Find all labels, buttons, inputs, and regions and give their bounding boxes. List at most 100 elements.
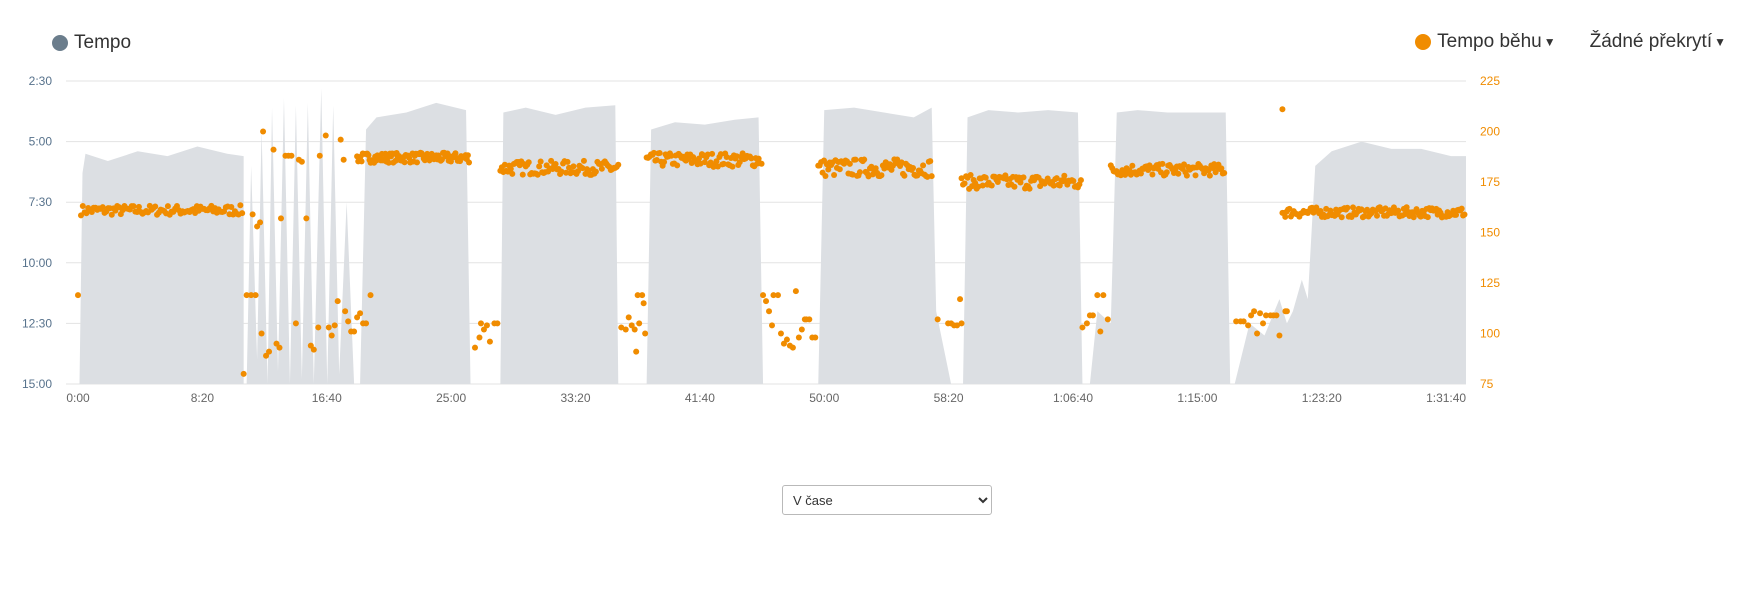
scatter-point	[1273, 312, 1280, 319]
scatter-point	[1077, 177, 1084, 184]
scatter-point	[331, 322, 338, 329]
scatter-point	[625, 314, 632, 321]
scatter-point	[1159, 160, 1166, 167]
scatter-point	[580, 157, 587, 164]
y-right-tick-label: 225	[1480, 74, 1500, 88]
scatter-point	[927, 158, 934, 165]
x-tick-label: 16:40	[312, 391, 342, 405]
scatter-point	[748, 155, 755, 162]
scatter-point	[252, 292, 259, 299]
scatter-point	[758, 160, 765, 167]
x-tick-label: 33:20	[560, 391, 590, 405]
scatter-point	[477, 320, 484, 327]
scatter-point	[633, 348, 640, 355]
x-tick-label: 41:40	[685, 391, 715, 405]
x-tick-label: 25:00	[436, 391, 466, 405]
view-select[interactable]: V čase	[782, 485, 992, 515]
scatter-point	[894, 156, 901, 163]
scatter-point	[1163, 169, 1170, 176]
scatter-point	[288, 152, 295, 159]
scatter-point	[358, 158, 365, 165]
scatter-point	[1260, 320, 1267, 327]
scatter-point	[861, 156, 868, 163]
scatter-point	[79, 203, 86, 210]
scatter-point	[1212, 169, 1219, 176]
scatter-point	[770, 292, 777, 299]
scatter-point	[298, 158, 305, 165]
tempo-area-series	[79, 88, 1466, 385]
scatter-point	[563, 169, 570, 176]
x-tick-label: 58:20	[934, 391, 964, 405]
scatter-point	[564, 158, 571, 165]
scatter-point	[1050, 182, 1057, 189]
scatter-point	[1403, 204, 1410, 211]
scatter-point	[464, 152, 471, 159]
scatter-point	[237, 202, 244, 209]
scatter-point	[831, 172, 838, 179]
scatter-point	[1344, 204, 1351, 211]
scatter-point	[240, 370, 247, 377]
scatter-point	[367, 292, 374, 299]
scatter-point	[258, 330, 265, 337]
overlay-dropdown[interactable]: Žádné překrytí ▼	[1590, 31, 1726, 53]
scatter-point	[351, 328, 358, 335]
scatter-point	[536, 163, 543, 170]
scatter-point	[99, 204, 106, 211]
scatter-point	[769, 322, 775, 329]
y-left-tick-label: 2:30	[29, 74, 53, 88]
scatter-point	[958, 320, 965, 327]
scatter-point	[1233, 318, 1240, 325]
scatter-point	[901, 172, 908, 179]
scatter-point	[130, 203, 137, 210]
scatter-point	[1257, 310, 1264, 317]
scatter-point	[878, 172, 885, 179]
scatter-point	[812, 334, 819, 341]
scatter-point	[825, 166, 832, 173]
scatter-point	[579, 165, 586, 172]
scatter-point	[1094, 292, 1101, 299]
scatter-point	[798, 326, 805, 333]
scatter-point	[763, 298, 770, 305]
scatter-point	[736, 159, 743, 166]
scatter-point	[337, 136, 344, 143]
scatter-point	[315, 324, 322, 331]
scatter-point	[1395, 207, 1402, 214]
scatter-point	[656, 150, 663, 157]
scatter-point	[345, 318, 352, 325]
scatter-point	[598, 165, 605, 172]
scatter-point	[674, 162, 681, 169]
scatter-point	[1053, 175, 1060, 182]
y-left-tick-label: 5:00	[29, 135, 53, 149]
scatter-point	[739, 150, 746, 157]
axes: 2:30 5:00 7:30 10:00 12:30 15:00 225 200 175 150 1…	[22, 74, 1500, 405]
tempo-area-segment	[360, 102, 471, 384]
x-tick-label: 50:00	[809, 391, 839, 405]
scatter-point	[1104, 316, 1111, 323]
scatter-point	[303, 215, 310, 222]
scatter-point	[1129, 162, 1136, 169]
y-right-tick-label: 75	[1480, 377, 1494, 391]
legend-tempo[interactable]: Tempo	[52, 32, 131, 54]
scatter-point	[1205, 167, 1212, 174]
scatter-point	[920, 162, 927, 169]
scatter-point	[340, 156, 347, 163]
scatter-point	[1183, 172, 1190, 179]
scatter-point	[1263, 312, 1270, 319]
y-right-tick-label: 100	[1480, 327, 1500, 341]
scatter-point	[257, 219, 264, 226]
scatter-point	[552, 160, 559, 167]
scatter-point	[519, 171, 526, 178]
scatter-point	[713, 158, 720, 165]
tempo-area-segment	[963, 110, 1083, 384]
scatter-point	[852, 156, 859, 163]
scatter-point	[476, 334, 483, 341]
tempo-behu-dropdown[interactable]: Tempo běhu ▼	[1415, 31, 1556, 53]
scatter-point	[642, 330, 649, 337]
scatter-point	[483, 322, 490, 329]
scatter-point	[494, 320, 501, 327]
scatter-point	[856, 169, 863, 176]
scatter-point	[266, 348, 273, 355]
y-left-tick-label: 12:30	[22, 316, 52, 330]
scatter-point	[537, 158, 544, 165]
scatter-point	[1245, 322, 1252, 329]
